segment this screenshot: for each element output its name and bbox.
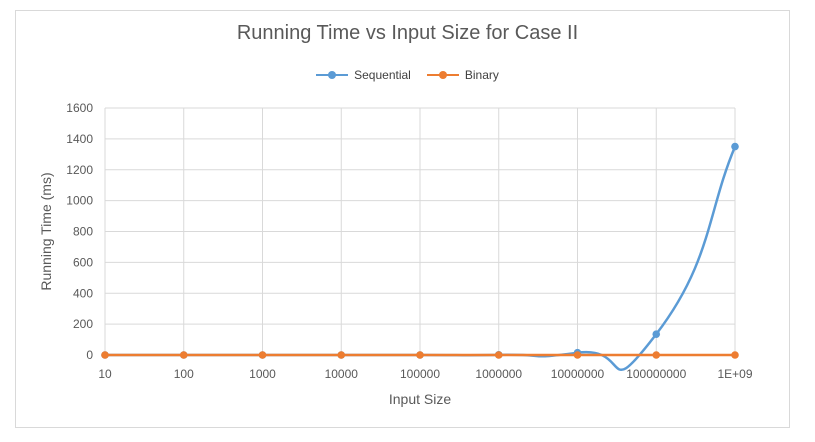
x-tick-label: 10 [98, 367, 112, 381]
x-tick-label: 1000000 [475, 367, 522, 381]
data-point-binary [416, 351, 424, 359]
x-tick-label: 1E+09 [717, 367, 752, 381]
series-layer [101, 142, 739, 371]
data-point-sequential [652, 330, 661, 338]
data-point-binary [179, 351, 188, 359]
y-tick-label: 800 [73, 225, 93, 239]
x-tick-label: 100000 [400, 367, 440, 381]
data-point-binary [337, 351, 346, 359]
legend-item-binary: Binary [426, 68, 499, 82]
data-point-binary [731, 351, 739, 359]
y-tick-label: 200 [73, 317, 93, 331]
y-tick-label: 400 [73, 286, 93, 300]
chart-frame [15, 10, 790, 428]
y-tick-label: 1200 [66, 163, 93, 177]
chart-legend: Sequential Binary [0, 68, 815, 82]
y-tick-label: 1600 [66, 101, 93, 115]
x-tick-label: 100000000 [626, 367, 686, 381]
x-axis-title: Input Size [389, 391, 451, 407]
chart-title: Running Time vs Input Size for Case II [236, 22, 579, 44]
x-tick-label: 100 [174, 367, 194, 381]
x-tick-label: 10000 [325, 367, 359, 381]
legend-swatch-binary [426, 70, 459, 79]
data-point-binary [652, 351, 661, 359]
y-tick-label: 0 [86, 348, 93, 362]
data-point-binary [494, 351, 503, 359]
data-point-binary [573, 351, 582, 359]
x-tick-label: 10000000 [551, 367, 605, 381]
legend-swatch-sequential [316, 70, 349, 79]
y-axis-title: Running Time (ms) [38, 172, 54, 290]
legend-item-sequential: Sequential [316, 68, 411, 82]
y-tick-label: 1000 [66, 194, 93, 208]
legend-label-sequential: Sequential [354, 68, 411, 82]
data-point-binary [101, 351, 109, 359]
x-tick-label: 1000 [249, 367, 276, 381]
gridlines [104, 107, 736, 356]
legend-label-binary: Binary [464, 68, 499, 82]
y-axis-ticks: 0 200 400 600 800 1000 1200 1400 1600 [66, 101, 93, 362]
y-tick-label: 1400 [66, 132, 93, 146]
data-point-binary [258, 351, 267, 359]
y-tick-label: 600 [73, 255, 93, 269]
data-point-sequential [731, 142, 739, 151]
x-axis-ticks: 10 100 1000 10000 100000 1000000 10000000 10000… [98, 367, 753, 381]
